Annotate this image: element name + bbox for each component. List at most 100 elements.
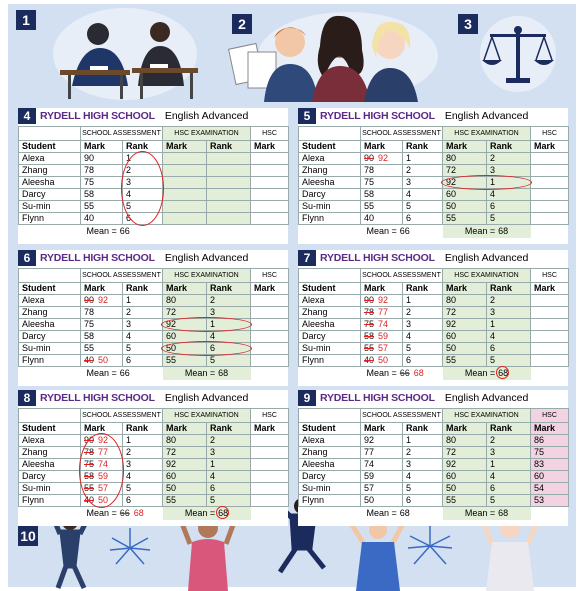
- step-badge: 10: [18, 526, 38, 546]
- group-header: SCHOOL ASSESSMENT: [80, 408, 163, 423]
- struck-value: 90: [364, 295, 375, 305]
- column-header-row: Student Mark Rank Mark Rank Mark: [18, 140, 289, 153]
- results-table: SCHOOL ASSESSMENT HSC EXAMINATION HSC Stude…: [298, 268, 569, 380]
- student-name: Alexa: [298, 294, 361, 307]
- column-header: Rank: [486, 422, 531, 435]
- score-cell: 40 50: [360, 354, 403, 367]
- score-cell: 80: [442, 152, 487, 165]
- score-cell: 5: [402, 200, 443, 213]
- mean-cell: Mean = 66: [19, 367, 163, 381]
- score-cell: 5: [486, 494, 531, 507]
- column-header: Mark: [360, 422, 403, 435]
- student-name: Su-min: [18, 200, 81, 213]
- blank-cell: [298, 126, 361, 141]
- student-row: Zhang 78 2: [18, 164, 289, 177]
- school-name: RYDELL HIGH SCHOOL: [320, 392, 435, 404]
- score-cell: 50: [442, 200, 487, 213]
- score-cell: [206, 152, 251, 165]
- struck-value: 55: [84, 483, 95, 493]
- mean-label: Mean =: [464, 508, 496, 518]
- score-cell: 6: [486, 342, 531, 355]
- score-cell: [250, 494, 289, 507]
- mean-label: Mean =: [464, 226, 496, 236]
- mean-label: Mean =: [366, 368, 397, 378]
- subject: English Advanced: [444, 110, 529, 122]
- score-cell: [250, 482, 289, 495]
- student-name: Darcy: [298, 188, 361, 201]
- student-row: Aleesha 75 3 92 1: [18, 318, 289, 331]
- column-header: Mark: [442, 422, 487, 435]
- group-header-row: SCHOOL ASSESSMENT HSC EXAMINATION HSC: [18, 126, 289, 141]
- score-cell: 3: [122, 458, 163, 471]
- column-header: Rank: [122, 282, 163, 295]
- group-header: HSC: [530, 268, 569, 283]
- score-cell: 3: [206, 446, 251, 459]
- blank-cell: [531, 367, 569, 381]
- column-header-row: Student Mark Rank Mark Rank Mark: [298, 140, 569, 153]
- student-row: Su-min 55 57 5 50 6: [298, 342, 569, 355]
- mean-cell: Mean = 68: [442, 506, 531, 520]
- mean-cell: Mean = 66: [299, 225, 443, 239]
- score-cell: 60: [442, 188, 487, 201]
- score-cell: 4: [402, 330, 443, 343]
- score-cell: 4: [122, 188, 163, 201]
- struck-value: 58: [84, 471, 95, 481]
- score-cell: 40 50: [80, 494, 123, 507]
- score-cell: [530, 152, 569, 165]
- student-name: Aleesha: [18, 318, 81, 331]
- group-header-row: SCHOOL ASSESSMENT HSC EXAMINATION HSC: [298, 268, 569, 283]
- corrected-value: 57: [378, 343, 389, 353]
- student-name: Darcy: [18, 470, 81, 483]
- score-cell: [530, 342, 569, 355]
- results-table: SCHOOL ASSESSMENT HSC EXAMINATION HSC Stude…: [18, 126, 289, 238]
- score-cell: 40: [80, 212, 123, 225]
- student-row: Alexa 90 92 1 80 2: [18, 434, 289, 447]
- struck-value: 78: [364, 307, 375, 317]
- group-header: HSC EXAMINATION: [442, 268, 531, 283]
- score-cell: 1: [402, 152, 443, 165]
- score-cell: 92: [442, 176, 487, 189]
- score-cell: 1: [206, 318, 251, 331]
- score-cell: 2: [402, 306, 443, 319]
- column-header: Mark: [360, 282, 403, 295]
- column-header: Mark: [162, 422, 207, 435]
- score-cell: [162, 200, 207, 213]
- student-row: Su-min 55 5 50 6: [298, 200, 569, 213]
- blank-cell: [531, 225, 569, 239]
- group-header: HSC: [530, 126, 569, 141]
- score-cell: [530, 188, 569, 201]
- mean-value: 68: [498, 226, 509, 236]
- corrected-value: 92: [378, 295, 389, 305]
- column-header: Rank: [122, 140, 163, 153]
- score-cell: 58 59: [80, 470, 123, 483]
- score-cell: 83: [530, 458, 569, 471]
- corrected-value: 92: [378, 153, 389, 163]
- blank-cell: [18, 268, 81, 283]
- struck-value: 66: [399, 368, 410, 378]
- score-cell: 3: [486, 446, 531, 459]
- score-cell: [162, 212, 207, 225]
- results-table: SCHOOL ASSESSMENT HSC EXAMINATION HSC Stude…: [298, 408, 569, 520]
- school-name: RYDELL HIGH SCHOOL: [40, 110, 155, 122]
- student-name: Aleesha: [298, 458, 361, 471]
- student-row: Flynn 40 50 6 55 5: [18, 354, 289, 367]
- score-cell: 60: [530, 470, 569, 483]
- score-cell: 5: [402, 342, 443, 355]
- mean-row: Mean = 66 68 Mean = 68: [299, 366, 569, 381]
- group-header: SCHOOL ASSESSMENT: [80, 268, 163, 283]
- score-cell: [250, 354, 289, 367]
- score-cell: 50: [162, 342, 207, 355]
- score-cell: 5: [402, 482, 443, 495]
- score-cell: 55: [442, 354, 487, 367]
- score-cell: 60: [442, 470, 487, 483]
- score-cell: [162, 164, 207, 177]
- student-name: Aleesha: [298, 318, 361, 331]
- corrected-value: 68: [413, 368, 424, 378]
- column-header-row: Student Mark Rank Mark Rank Mark: [18, 422, 289, 435]
- student-row: Darcy 58 4 60 4: [298, 188, 569, 201]
- mean-cell: Mean = 68: [442, 224, 531, 238]
- student-name: Zhang: [298, 306, 361, 319]
- corrected-value: 59: [98, 471, 109, 481]
- school-name: RYDELL HIGH SCHOOL: [320, 110, 435, 122]
- student-row: Darcy 58 4: [18, 188, 289, 201]
